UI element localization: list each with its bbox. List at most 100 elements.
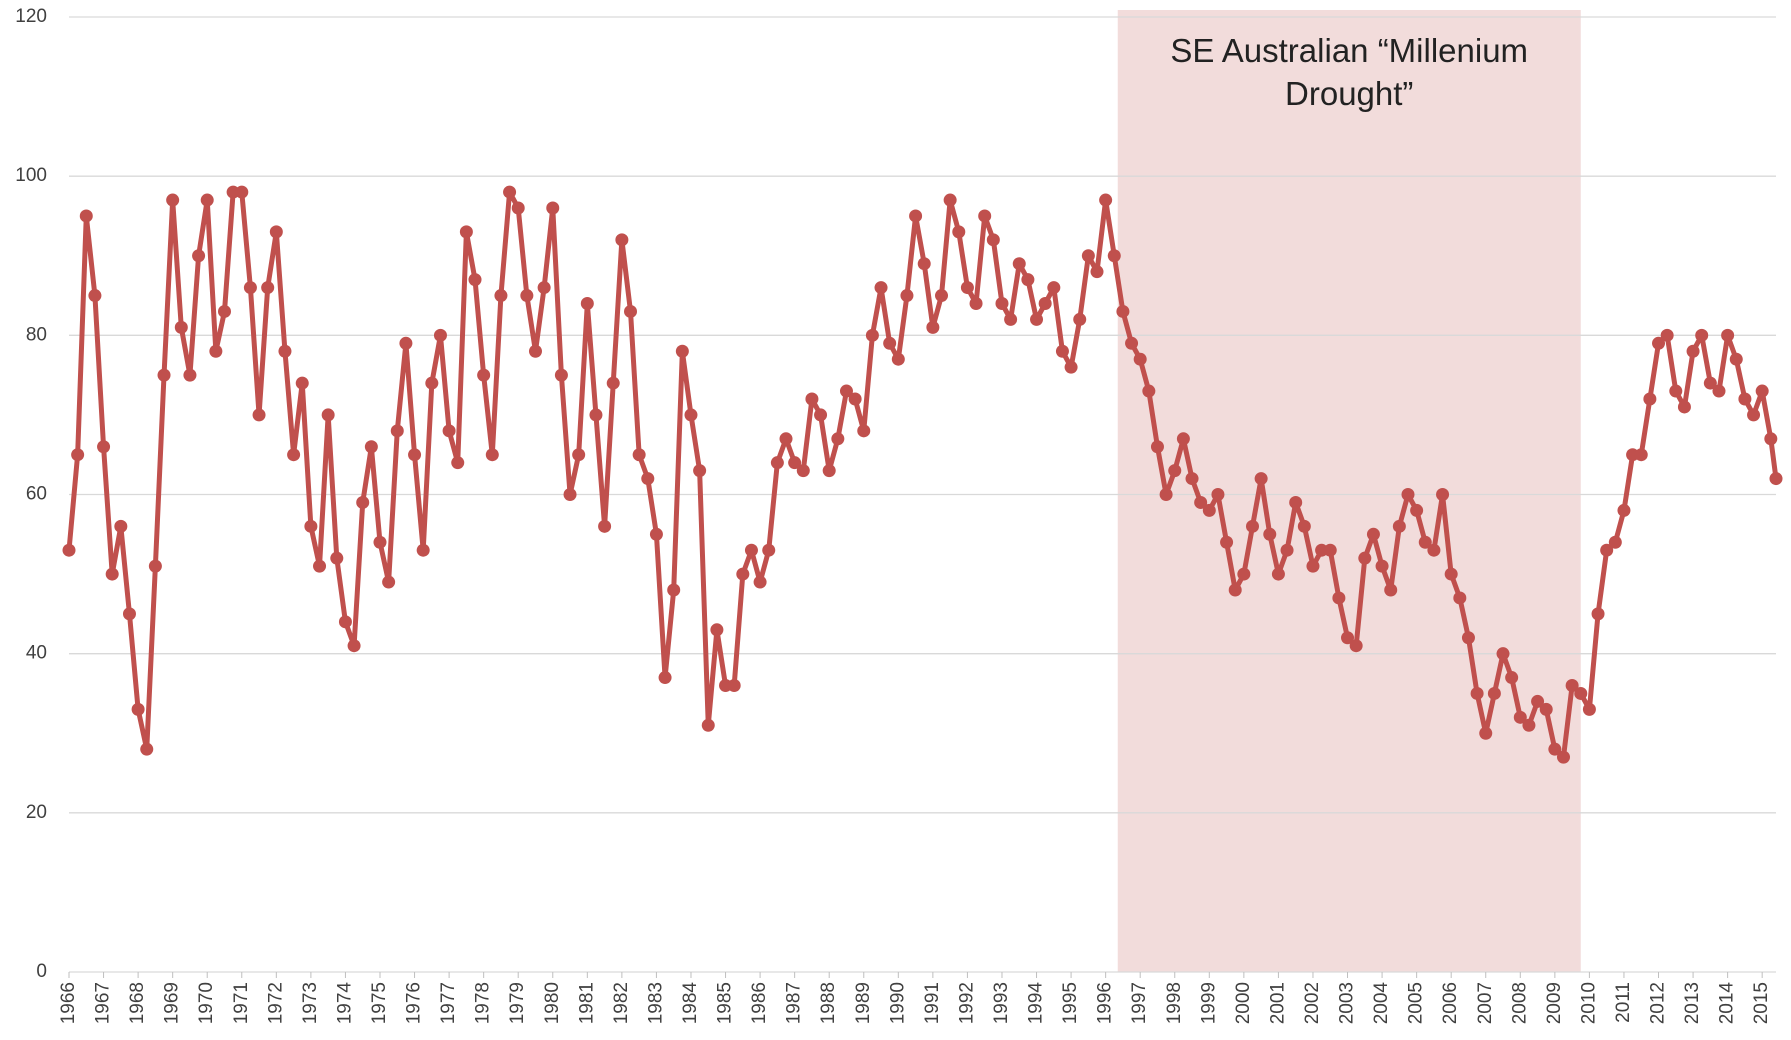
x-tick-label: 1974 bbox=[334, 982, 355, 1025]
data-point bbox=[1384, 583, 1398, 597]
data-point bbox=[209, 344, 223, 358]
data-point bbox=[684, 408, 698, 422]
data-point bbox=[1237, 567, 1251, 581]
data-point bbox=[503, 185, 517, 199]
data-point bbox=[1686, 344, 1700, 358]
data-point bbox=[917, 257, 931, 271]
x-tick-label: 1990 bbox=[887, 982, 908, 1024]
data-point bbox=[865, 328, 879, 342]
data-point bbox=[1090, 265, 1104, 279]
x-tick-label: 2013 bbox=[1682, 982, 1703, 1024]
data-point bbox=[485, 448, 499, 462]
data-point bbox=[192, 249, 206, 263]
data-point bbox=[442, 424, 456, 438]
data-point bbox=[1677, 400, 1691, 414]
data-point bbox=[1047, 281, 1061, 295]
x-tick-label: 2015 bbox=[1751, 982, 1772, 1024]
x-tick-label: 1971 bbox=[231, 982, 252, 1024]
data-point bbox=[1064, 360, 1078, 374]
data-point bbox=[1245, 519, 1259, 533]
data-point bbox=[71, 448, 85, 462]
data-point bbox=[1297, 519, 1311, 533]
data-point bbox=[1479, 726, 1493, 740]
data-point bbox=[62, 543, 76, 557]
data-point bbox=[451, 456, 465, 470]
data-point bbox=[477, 368, 491, 382]
data-point bbox=[1669, 384, 1683, 398]
data-point bbox=[822, 464, 836, 478]
data-point bbox=[1582, 702, 1596, 716]
data-point bbox=[598, 519, 612, 533]
data-point bbox=[1220, 535, 1234, 549]
annotation: SE Australian “Millenium Drought” bbox=[1170, 32, 1529, 112]
data-point bbox=[675, 344, 689, 358]
data-point bbox=[1436, 488, 1450, 501]
data-point bbox=[1418, 535, 1432, 549]
data-point bbox=[606, 376, 620, 390]
data-point bbox=[148, 559, 162, 573]
data-point bbox=[978, 209, 992, 223]
data-point bbox=[883, 336, 897, 350]
data-point bbox=[1211, 488, 1225, 501]
data-point bbox=[952, 225, 966, 239]
data-point bbox=[1617, 503, 1631, 517]
data-point bbox=[1591, 607, 1605, 621]
data-point bbox=[1055, 344, 1069, 358]
data-point bbox=[174, 320, 188, 334]
data-point bbox=[1643, 392, 1657, 406]
data-point bbox=[1738, 392, 1752, 406]
data-point bbox=[701, 718, 715, 732]
data-point bbox=[235, 185, 249, 199]
data-point bbox=[1228, 583, 1242, 597]
data-point bbox=[1185, 472, 1199, 486]
x-tick-label: 1993 bbox=[991, 982, 1012, 1024]
data-point bbox=[1652, 336, 1666, 350]
data-point bbox=[287, 448, 301, 462]
data-point bbox=[857, 424, 871, 438]
x-tick-label: 1988 bbox=[818, 982, 839, 1024]
data-point bbox=[1755, 384, 1769, 398]
x-tick-label: 1999 bbox=[1198, 982, 1219, 1024]
data-point bbox=[563, 488, 577, 501]
data-point bbox=[649, 527, 663, 541]
data-point bbox=[1505, 671, 1519, 685]
data-point bbox=[1271, 567, 1285, 581]
data-point bbox=[1159, 488, 1173, 501]
data-point bbox=[943, 193, 957, 207]
data-point bbox=[641, 472, 655, 486]
data-point bbox=[796, 464, 810, 478]
x-tick-label: 2001 bbox=[1267, 982, 1288, 1024]
data-point bbox=[1073, 312, 1087, 326]
x-tick-label: 2010 bbox=[1578, 982, 1599, 1024]
data-point bbox=[814, 408, 828, 422]
data-point bbox=[874, 281, 888, 295]
data-point bbox=[330, 551, 344, 565]
x-tick-label: 1970 bbox=[196, 982, 217, 1024]
x-tick-label: 2007 bbox=[1475, 982, 1496, 1024]
data-point bbox=[986, 233, 1000, 247]
data-point bbox=[1556, 750, 1570, 764]
data-point bbox=[624, 304, 638, 318]
y-tick-label: 100 bbox=[15, 165, 47, 186]
data-point bbox=[632, 448, 646, 462]
data-point bbox=[1375, 559, 1389, 573]
data-point bbox=[1608, 535, 1622, 549]
x-tick-label: 1992 bbox=[956, 982, 977, 1024]
data-point bbox=[1548, 742, 1562, 756]
data-point bbox=[1150, 440, 1164, 454]
data-point bbox=[1410, 503, 1424, 517]
data-point bbox=[382, 575, 396, 589]
data-point bbox=[1531, 694, 1545, 708]
x-tick-label: 1991 bbox=[922, 982, 943, 1024]
data-point bbox=[727, 679, 741, 692]
data-point bbox=[390, 424, 404, 438]
y-tick-label: 80 bbox=[26, 324, 47, 345]
x-tick-label: 1979 bbox=[507, 982, 528, 1024]
data-point bbox=[693, 464, 707, 478]
data-point bbox=[1125, 336, 1139, 350]
x-tick-label: 1987 bbox=[784, 982, 805, 1024]
data-point bbox=[1289, 495, 1303, 509]
data-point bbox=[1444, 567, 1458, 581]
data-point bbox=[364, 440, 378, 454]
data-point bbox=[1358, 551, 1372, 565]
